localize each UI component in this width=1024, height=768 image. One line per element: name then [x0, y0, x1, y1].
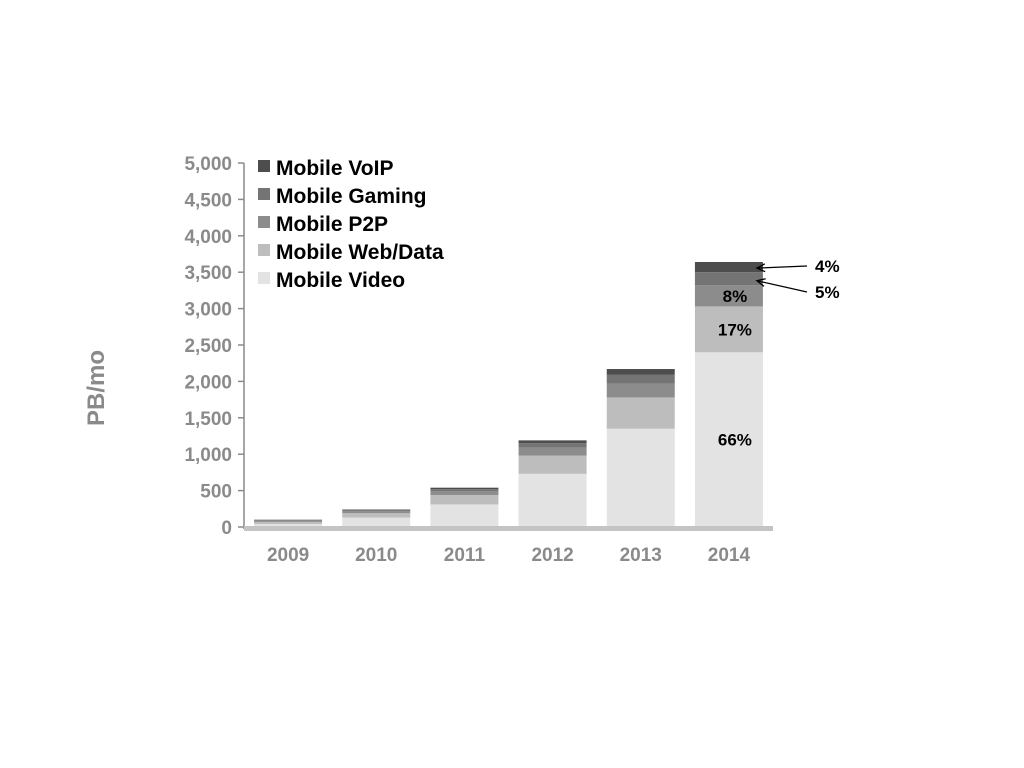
- bar-segment: [518, 473, 587, 527]
- y-axis-label: PB/mo: [83, 350, 110, 426]
- x-tick-label: 2012: [531, 545, 573, 566]
- bar-segment: [694, 262, 763, 273]
- bar-segment: [606, 383, 675, 398]
- bar-segment: [518, 447, 587, 456]
- y-tick-label: 3,000: [184, 300, 232, 321]
- bar-segment: [430, 494, 499, 505]
- legend-swatch: [258, 216, 270, 228]
- x-axis-line: [244, 526, 773, 531]
- bar-segment: [342, 513, 411, 518]
- y-tick-label: 5,000: [184, 154, 232, 175]
- bar-segment: [342, 510, 411, 512]
- annotation-arrow: [756, 265, 808, 269]
- bar-segment: [254, 520, 323, 521]
- x-tick-label: 2010: [355, 545, 397, 566]
- x-tick-label: 2013: [620, 545, 662, 566]
- legend-label: Mobile VoIP: [276, 157, 393, 180]
- bar-segment: [606, 397, 675, 429]
- y-tick-label: 4,500: [184, 190, 232, 211]
- data-label: 66%: [718, 431, 752, 450]
- bar-segment: [518, 455, 587, 474]
- y-tick-label: 3,500: [184, 263, 232, 284]
- legend-label: Mobile Video: [276, 269, 405, 292]
- bar-segment: [606, 374, 675, 384]
- y-tick-label: 0: [221, 518, 232, 539]
- x-tick-label: 2014: [708, 545, 751, 566]
- bar-segment: [430, 504, 499, 527]
- legend-swatch: [258, 160, 270, 172]
- bar-segment: [342, 511, 411, 514]
- y-tick-label: 4,000: [184, 227, 232, 248]
- x-axis: 2009 2010 2011 2012 2013 2014: [244, 526, 773, 566]
- bar-segment: [430, 491, 499, 495]
- y-tick-label: 2,000: [184, 372, 232, 393]
- y-tick-label: 1,500: [184, 409, 232, 430]
- bar-segment: [518, 443, 587, 448]
- bar-segment: [694, 272, 763, 286]
- x-tick-label: 2011: [444, 545, 486, 566]
- legend-label: Mobile P2P: [276, 213, 388, 236]
- legend-label: Mobile Web/Data: [276, 241, 444, 264]
- bar-segment: [254, 524, 323, 527]
- legend-swatch: [258, 244, 270, 256]
- bar-segment: [342, 517, 411, 527]
- data-label: 17%: [718, 320, 752, 339]
- legend-label: Mobile Gaming: [276, 185, 427, 208]
- y-tick-label: 1,000: [184, 445, 232, 466]
- bars: [254, 262, 763, 527]
- y-tick-label: 2,500: [184, 336, 232, 357]
- bar-segment: [430, 489, 499, 492]
- data-label: 5%: [815, 283, 840, 302]
- bar-segment: [606, 428, 675, 527]
- y-axis: 0 500 1,000 1,500 2,000 2,500 3,000 3,500 4,000 4…: [184, 154, 245, 539]
- bar-segment: [254, 520, 323, 522]
- annotation-arrowhead: [755, 263, 766, 273]
- bar-segment: [694, 285, 763, 307]
- bar-segment: [430, 487, 499, 490]
- annotation-arrow: [756, 280, 808, 293]
- bar-segment: [518, 440, 587, 444]
- data-label: 8%: [723, 287, 748, 306]
- bar-segment: [606, 369, 675, 375]
- annotation-arrowhead: [755, 278, 766, 287]
- bar-segment: [694, 352, 763, 527]
- data-label: 4%: [815, 257, 840, 276]
- y-tick-label: 500: [200, 482, 232, 503]
- bar-segment: [694, 306, 763, 353]
- legend-swatch: [258, 272, 270, 284]
- legend-swatch: [258, 188, 270, 200]
- annotations: 66% 17% 8% 4% 5%: [718, 257, 840, 450]
- x-tick-label: 2009: [267, 545, 309, 566]
- bar-segment: [254, 521, 323, 525]
- bar-segment: [342, 509, 411, 511]
- legend: Mobile VoIP Mobile Gaming Mobile P2P Mobile…: [258, 157, 444, 292]
